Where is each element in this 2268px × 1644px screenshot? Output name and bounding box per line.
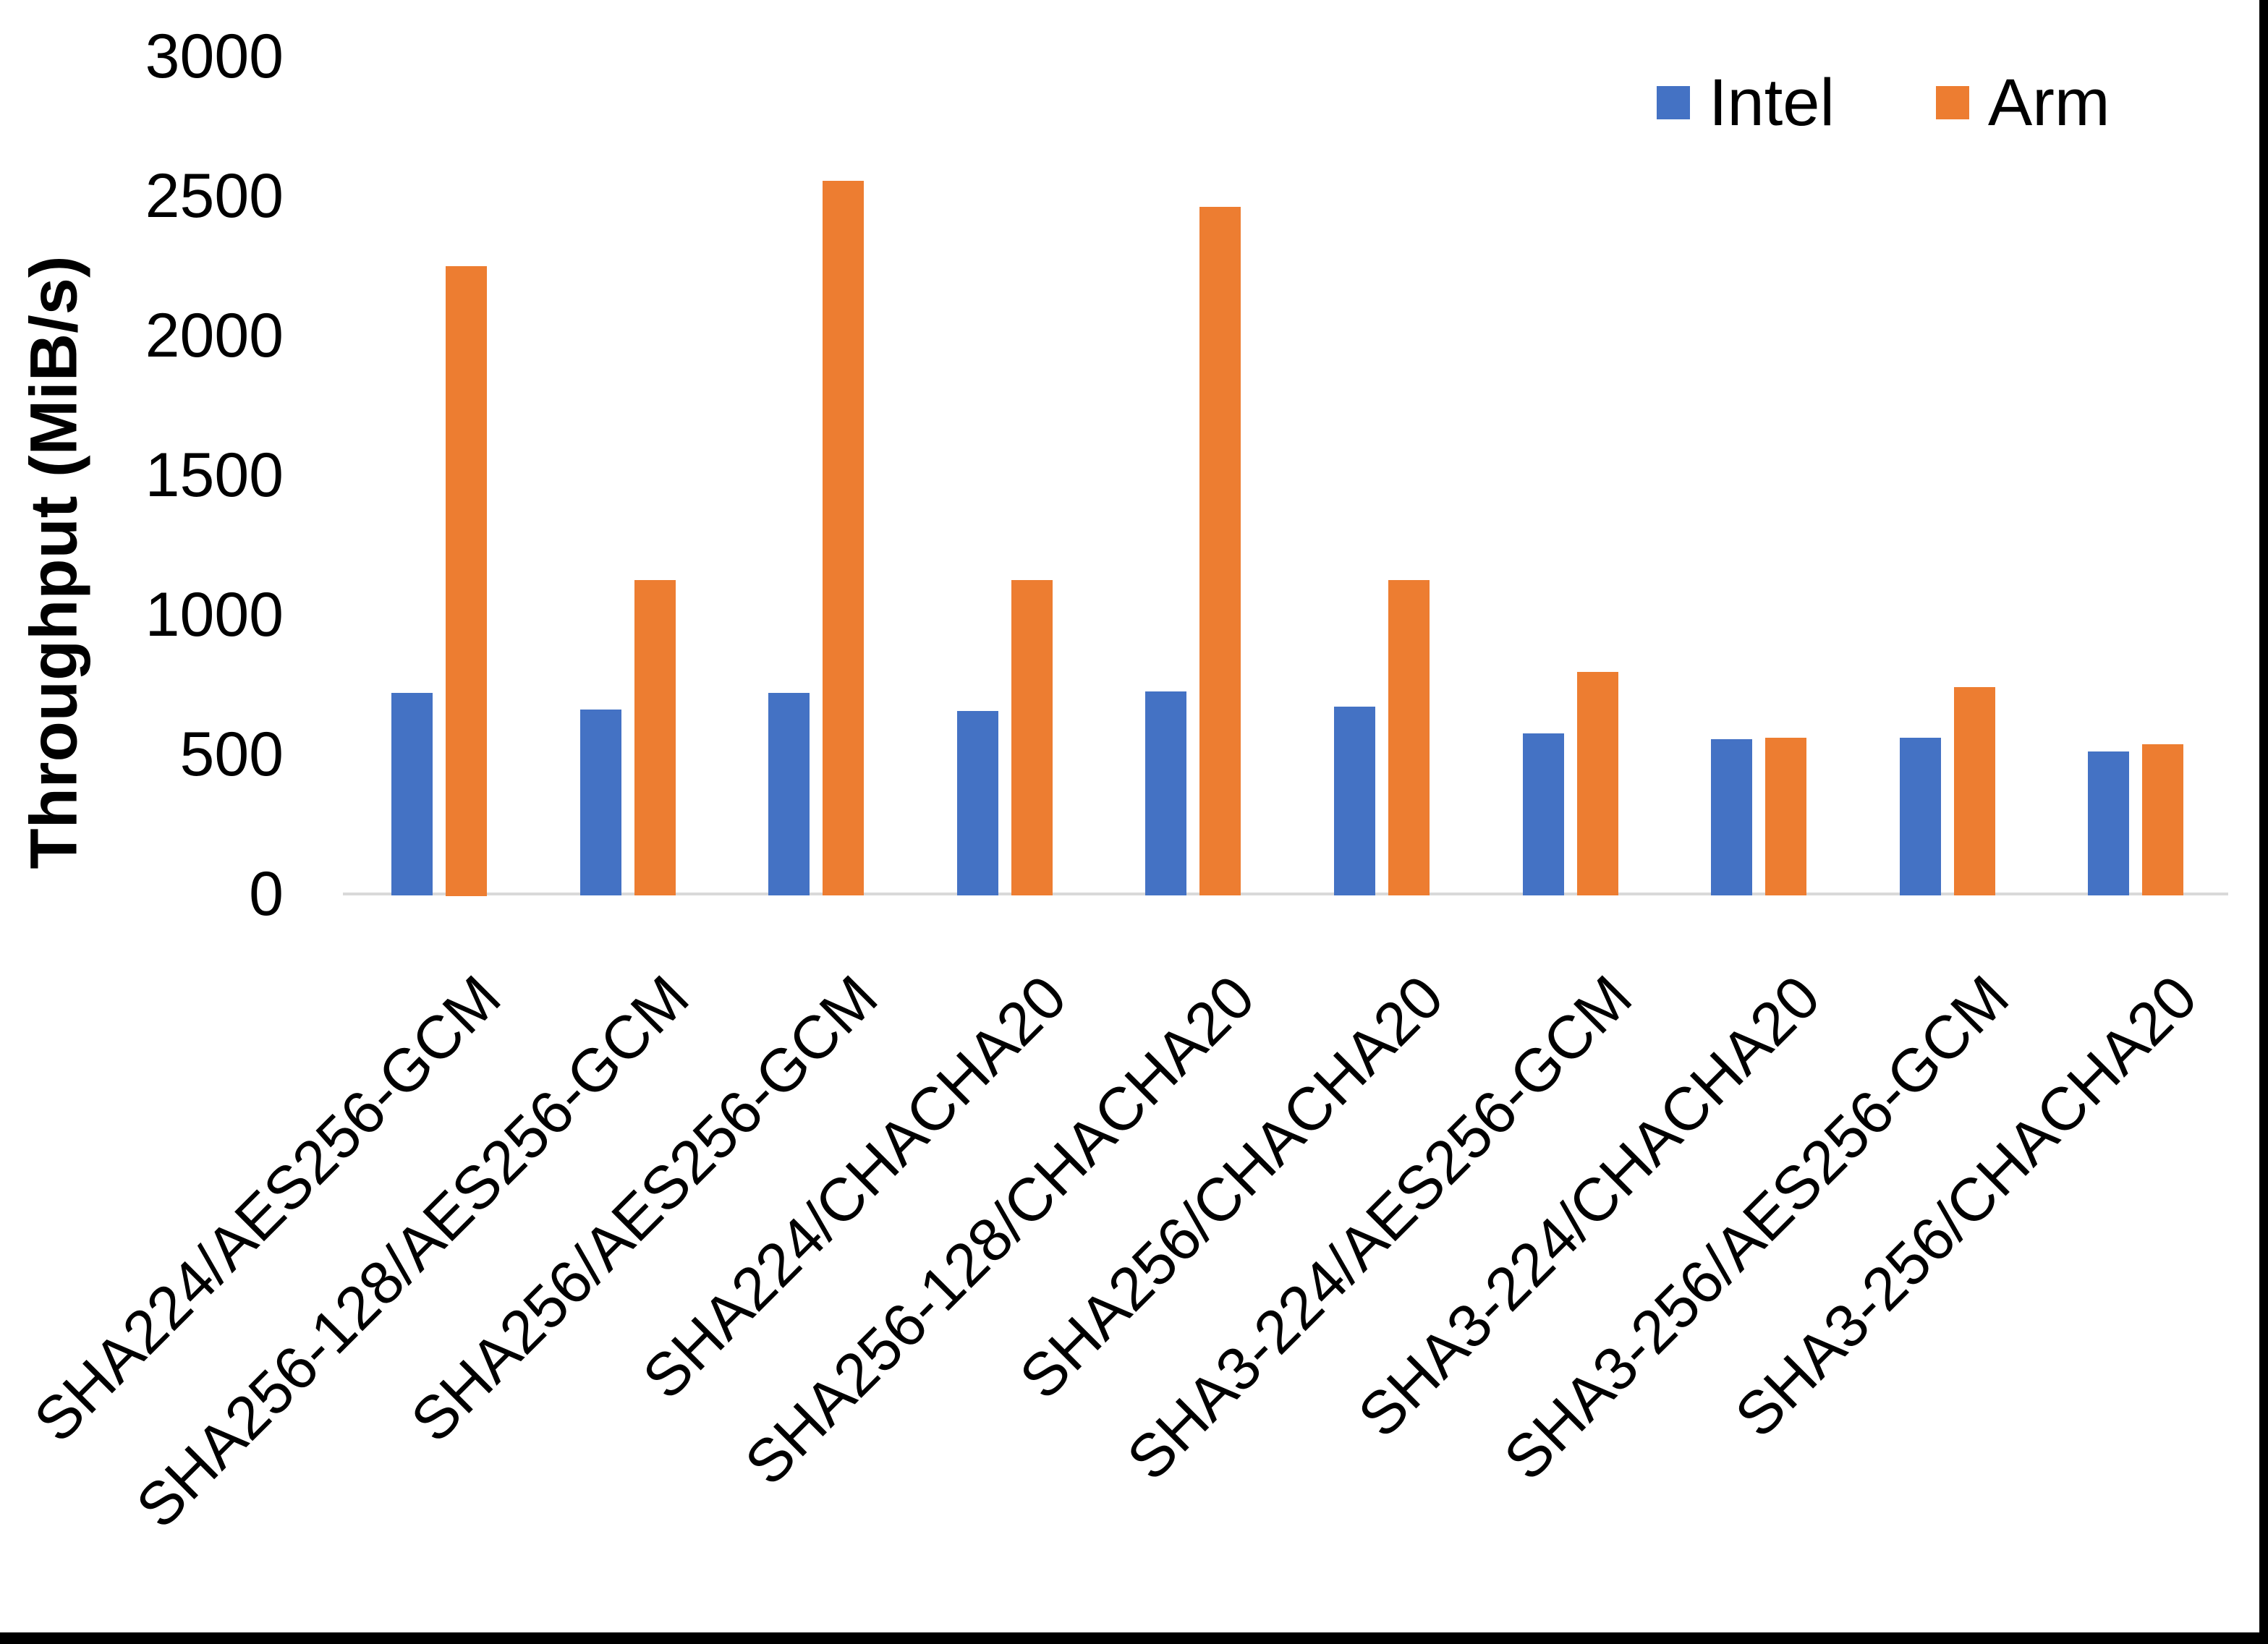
arm-bar-sha256/aes256-gcm <box>823 181 864 895</box>
intel-bar-sha224/chacha20 <box>957 711 998 895</box>
arm-bar-sha256/chacha20 <box>1388 580 1430 895</box>
intel-bar-sha256/aes256-gcm <box>768 693 810 895</box>
intel-bar-sha256-128/aes256-gcm <box>580 710 621 895</box>
legend: Intel Arm <box>1657 67 2110 139</box>
intel-bar-sha256/chacha20 <box>1334 707 1375 895</box>
intel-bar-sha3-224/aes256-gcm <box>1523 733 1564 895</box>
legend-label-arm: Arm <box>1987 66 2110 140</box>
legend-swatch-arm <box>1935 86 1969 119</box>
y-tick-label-2500: 2500 <box>145 161 284 231</box>
y-tick-label-0: 0 <box>249 859 284 929</box>
legend-item-arm: Arm <box>1935 66 2110 140</box>
legend-label-intel: Intel <box>1709 66 1835 140</box>
intel-bar-sha224/aes256-gcm <box>391 693 433 895</box>
arm-bar-sha3-256/chacha20 <box>2142 744 2183 895</box>
arm-bar-sha224/aes256-gcm <box>446 266 487 896</box>
arm-bar-sha3-256/aes256-gcm <box>1954 687 1995 895</box>
y-tick-label-3000: 3000 <box>145 22 284 91</box>
legend-swatch-intel <box>1657 86 1690 119</box>
y-tick-label-500: 500 <box>179 720 284 789</box>
arm-bar-sha256-128/chacha20 <box>1199 207 1241 895</box>
arm-bar-sha3-224/aes256-gcm <box>1577 672 1618 895</box>
intel-bar-sha256-128/chacha20 <box>1145 691 1186 895</box>
y-tick-label-2000: 2000 <box>145 301 284 370</box>
y-tick-label-1500: 1500 <box>145 440 284 510</box>
bottom-edge-border <box>0 1632 2268 1644</box>
x-axis-line <box>343 893 2228 895</box>
legend-item-intel: Intel <box>1657 67 1835 139</box>
y-tick-label-1000: 1000 <box>145 580 284 649</box>
arm-bar-sha224/chacha20 <box>1011 580 1053 895</box>
arm-bar-sha3-224/chacha20 <box>1765 738 1806 895</box>
arm-bar-sha256-128/aes256-gcm <box>634 580 676 895</box>
intel-bar-sha3-256/chacha20 <box>2088 751 2129 895</box>
intel-bar-sha3-224/chacha20 <box>1711 739 1752 895</box>
intel-bar-sha3-256/aes256-gcm <box>1900 738 1941 895</box>
right-edge-border <box>2259 0 2268 1644</box>
